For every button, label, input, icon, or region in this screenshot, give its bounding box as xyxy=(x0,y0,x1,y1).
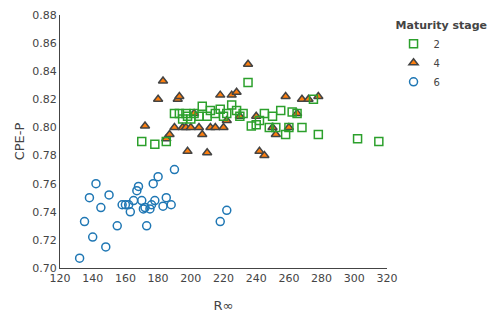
svg-text:160: 160 xyxy=(115,272,136,285)
svg-text:0.72: 0.72 xyxy=(32,234,57,247)
svg-text:Maturity stage: Maturity stage xyxy=(396,19,487,32)
svg-text:320: 320 xyxy=(377,272,398,285)
svg-text:200: 200 xyxy=(180,272,201,285)
svg-text:0.70: 0.70 xyxy=(32,262,57,275)
svg-text:120: 120 xyxy=(50,272,71,285)
svg-text:280: 280 xyxy=(311,272,332,285)
svg-text:0.74: 0.74 xyxy=(32,206,57,219)
svg-text:0.86: 0.86 xyxy=(32,37,57,50)
svg-text:0.82: 0.82 xyxy=(32,93,57,106)
svg-text:CPE-P: CPE-P xyxy=(12,123,27,161)
svg-text:0.80: 0.80 xyxy=(32,121,57,134)
svg-text:260: 260 xyxy=(278,272,299,285)
svg-text:0.78: 0.78 xyxy=(32,149,57,162)
svg-text:2: 2 xyxy=(434,39,440,50)
svg-text:140: 140 xyxy=(82,272,103,285)
svg-text:300: 300 xyxy=(344,272,365,285)
svg-text:0.76: 0.76 xyxy=(32,178,57,191)
svg-text:180: 180 xyxy=(148,272,169,285)
svg-text:240: 240 xyxy=(246,272,267,285)
svg-text:R∞: R∞ xyxy=(214,298,234,313)
svg-text:0.84: 0.84 xyxy=(32,65,57,78)
svg-text:220: 220 xyxy=(213,272,234,285)
svg-text:4: 4 xyxy=(434,58,440,69)
svg-text:0.88: 0.88 xyxy=(32,9,57,22)
svg-text:6: 6 xyxy=(434,77,440,88)
